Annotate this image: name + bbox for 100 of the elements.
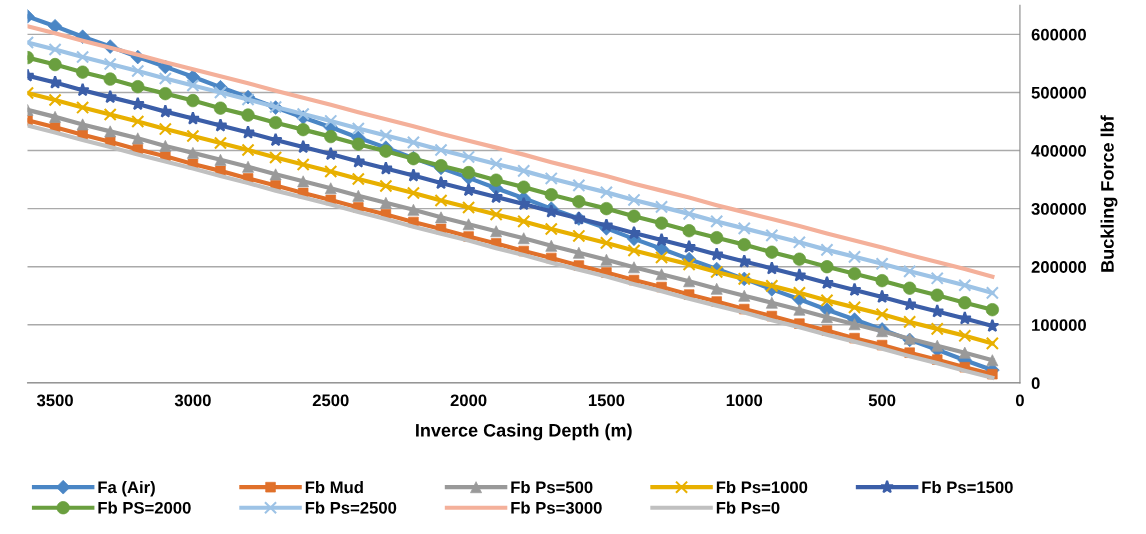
- y-tick-label: 500000: [1031, 86, 1086, 99]
- y-tick-label: 600000: [1031, 28, 1086, 41]
- point: [710, 265, 724, 279]
- point: [213, 136, 228, 150]
- legend-label: Fb Ps=3000: [511, 501, 602, 514]
- point: [48, 93, 62, 107]
- point: [737, 221, 751, 235]
- point: [985, 318, 1000, 333]
- y-tick-label: 300000: [1031, 203, 1086, 215]
- point: [737, 254, 752, 268]
- point: [103, 89, 118, 104]
- point: [158, 104, 173, 118]
- point: [324, 114, 338, 128]
- point: [296, 107, 310, 121]
- point: [241, 143, 255, 157]
- point: [48, 42, 62, 57]
- point: [131, 64, 145, 78]
- point: [599, 185, 614, 199]
- point: [627, 193, 641, 207]
- point: [489, 157, 503, 171]
- point: [682, 207, 696, 221]
- x-tick-label: 0: [1015, 394, 1024, 407]
- x-tick-label: 3500: [36, 394, 73, 407]
- legend-label: Fa (Air): [98, 480, 155, 497]
- point: [765, 279, 779, 293]
- point: [158, 122, 172, 136]
- point: [406, 168, 421, 182]
- point: [268, 132, 283, 147]
- y-tick-label: 400000: [1031, 144, 1086, 157]
- y-tick-label: 200000: [1031, 261, 1086, 273]
- point: [930, 304, 945, 318]
- point: [103, 57, 117, 71]
- point: [406, 186, 421, 200]
- x-tick-label: 2000: [450, 394, 487, 407]
- x-tick-label: 3000: [174, 394, 211, 407]
- point: [434, 175, 448, 190]
- point: [847, 250, 862, 264]
- point: [875, 257, 889, 271]
- point: [241, 125, 256, 139]
- point: [76, 50, 90, 64]
- point: [958, 278, 972, 292]
- point: [682, 239, 697, 254]
- x-tick-label: 1000: [726, 394, 763, 407]
- point: [103, 107, 117, 122]
- point: [76, 100, 90, 115]
- y-tick-label: 0: [1031, 377, 1040, 390]
- point: [213, 118, 228, 132]
- point: [627, 225, 641, 240]
- point: [517, 214, 531, 228]
- point: [406, 135, 421, 150]
- point: [296, 139, 311, 154]
- point: [985, 336, 999, 350]
- point: [489, 207, 503, 222]
- point: [627, 243, 641, 258]
- point: [847, 282, 862, 297]
- point: [269, 150, 283, 165]
- y-axis-title: Buckling Force lbf: [1100, 115, 1118, 272]
- x-tick-label: 500: [868, 394, 896, 407]
- point: [324, 164, 338, 179]
- point: [213, 85, 228, 100]
- point: [792, 268, 807, 282]
- point: [792, 235, 806, 249]
- point: [517, 164, 531, 178]
- point: [572, 229, 586, 243]
- point: [903, 264, 917, 278]
- point: [847, 300, 862, 314]
- point: [489, 189, 504, 204]
- point: [599, 218, 614, 232]
- legend-label: Fb Ps=0: [716, 501, 780, 514]
- x-axis-title: Inverce Casing Depth (m): [416, 423, 632, 441]
- point: [461, 150, 476, 164]
- point: [765, 228, 779, 242]
- point: [351, 154, 366, 168]
- point: [903, 315, 917, 329]
- legend-label: Fb Ps=2500: [305, 501, 397, 514]
- point: [48, 75, 63, 89]
- point: [544, 171, 558, 186]
- point: [875, 289, 890, 304]
- point: [930, 271, 944, 285]
- point: [710, 214, 724, 228]
- point: [544, 222, 558, 236]
- point: [985, 286, 999, 300]
- point: [958, 329, 972, 343]
- x-tick-label: 1500: [588, 394, 625, 407]
- point: [820, 243, 834, 257]
- point: [186, 129, 200, 143]
- point: [654, 250, 669, 265]
- legend-label: Fb Ps=1500: [922, 480, 1013, 494]
- point: [682, 257, 696, 271]
- point: [930, 322, 944, 336]
- x-tick-label: 2500: [312, 394, 349, 407]
- legend-label: Fb Ps=500: [511, 480, 593, 494]
- point: [820, 293, 834, 307]
- point: [654, 200, 669, 214]
- point: [379, 128, 393, 143]
- point: [351, 172, 365, 186]
- legend-label: Fb Mud: [305, 480, 363, 494]
- point: [875, 307, 889, 321]
- legend-label: Fb Ps=1000: [716, 480, 808, 494]
- point: [461, 200, 476, 215]
